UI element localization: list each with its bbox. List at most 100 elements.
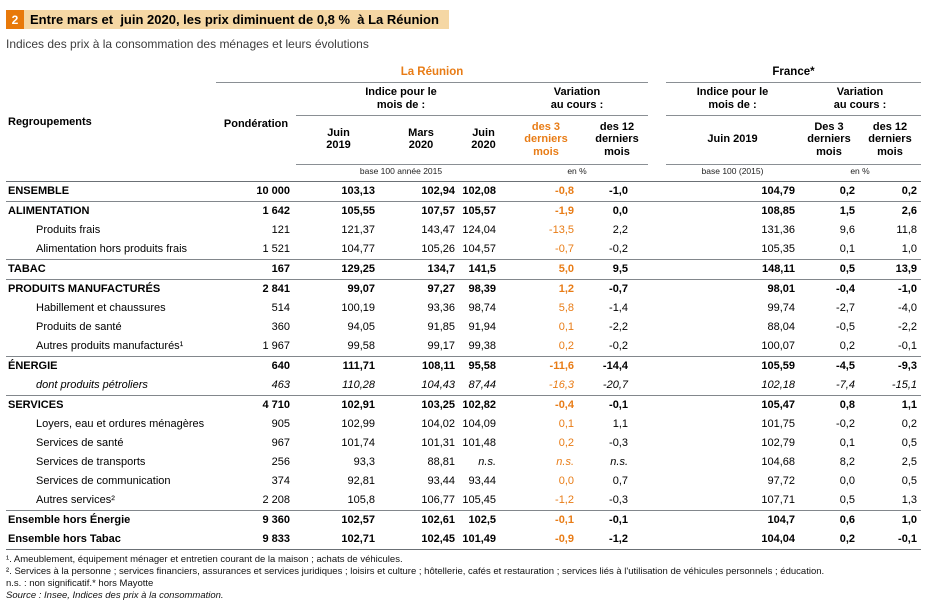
cell-value: 104,04 xyxy=(761,533,795,546)
footnote-1: ¹. Ameublement, équipement ménager et en… xyxy=(6,554,403,566)
cell-value: 105,47 xyxy=(666,395,799,416)
column-gap xyxy=(648,530,666,550)
column-gap xyxy=(648,318,666,337)
cell-value: n.s. xyxy=(478,456,496,469)
cell-value: 102,91 xyxy=(296,395,381,416)
cell-value: 1,0 xyxy=(859,510,921,531)
cell-value: 111,71 xyxy=(296,356,381,377)
cell-value: -14,4 xyxy=(586,356,648,377)
column-gap xyxy=(648,240,666,260)
cell-value: 0,5 xyxy=(799,259,859,280)
table-row: ALIMENTATION 1 642 105,55 107,57 105,57 -1,9 0… xyxy=(6,201,921,222)
cell-value: 0,2 xyxy=(558,340,574,353)
unit-pct-reunion: en % xyxy=(506,164,648,182)
cell-value: 640 xyxy=(216,356,296,377)
column-gap xyxy=(648,376,666,396)
cell-value: 134,7 xyxy=(381,259,461,280)
cell-value: 9 833 xyxy=(262,533,290,546)
cell-value: 92,81 xyxy=(347,475,375,488)
cell-value: 905 xyxy=(271,418,290,431)
column-gap xyxy=(648,491,666,511)
table-row: Services de santé 967 101,74 101,31 101,48 0,… xyxy=(6,434,921,453)
cell-value: -0,2 xyxy=(609,340,628,353)
row-label: TABAC xyxy=(6,259,216,280)
cell-value: 1,0 xyxy=(901,243,917,256)
col-header-ponderation: Pondération xyxy=(223,117,289,130)
cell-value: 1,1 xyxy=(859,395,921,416)
row-label: Services de transports xyxy=(36,456,146,469)
cell-value: 105,59 xyxy=(666,356,799,377)
cell-value: 87,44 xyxy=(468,379,496,392)
column-gap xyxy=(648,472,666,491)
cell-value: 110,28 xyxy=(342,379,375,392)
cell-value: 102,79 xyxy=(761,437,795,450)
cell-value: 1 967 xyxy=(262,340,290,353)
cell-value: 93,44 xyxy=(427,475,455,488)
cell-value: 104,02 xyxy=(421,418,455,431)
column-gap xyxy=(648,279,666,300)
cell-value: 103,25 xyxy=(381,395,461,416)
row-label: dont produits pétroliers xyxy=(36,379,148,392)
table-row: SERVICES 4 710 102,91 103,25 102,82 -0,4 -0,1 1… xyxy=(6,395,921,416)
row-label: Services de santé xyxy=(36,437,124,450)
cell-value: 2 208 xyxy=(262,494,290,507)
cell-value: 95,58 xyxy=(461,356,506,377)
cell-value: 167 xyxy=(216,259,296,280)
row-label: SERVICES xyxy=(6,395,216,416)
cell-value: 0,1 xyxy=(839,243,855,256)
cell-value: 100,07 xyxy=(761,340,795,353)
cell-value: 1 521 xyxy=(262,243,290,256)
cell-value: 102,45 xyxy=(421,533,455,546)
col-header-regroupements: Regroupements xyxy=(8,116,92,129)
cell-value: 129,25 xyxy=(296,259,381,280)
table-row: TABAC 167 129,25 134,7 141,5 5,0 9,5 148,11 0,5 1… xyxy=(6,259,921,280)
footnote-2: ². Services à la personne ; services fin… xyxy=(6,566,825,578)
cell-value: 105,35 xyxy=(761,243,795,256)
cell-value: 0,6 xyxy=(799,510,859,531)
cell-value: 102,71 xyxy=(341,533,375,546)
row-label: ALIMENTATION xyxy=(6,201,216,222)
cell-value: -0,7 xyxy=(555,243,574,256)
column-gap xyxy=(648,395,666,416)
cell-value: 104,77 xyxy=(341,243,375,256)
cell-value: 463 xyxy=(271,379,290,392)
cell-value: 105,26 xyxy=(421,243,455,256)
cell-value: -11,6 xyxy=(506,356,586,377)
cell-value: 0,2 xyxy=(799,181,859,202)
subheader-variation-france: Variation au cours : xyxy=(799,82,921,116)
cell-value: 11,8 xyxy=(896,224,917,237)
cell-value: -1,0 xyxy=(586,181,648,202)
cell-value: -0,2 xyxy=(609,243,628,256)
cell-value: 105,45 xyxy=(462,494,496,507)
column-gap xyxy=(648,337,666,357)
table-row: Ensemble hors Tabac 9 833 102,71 102,45 101,… xyxy=(6,530,921,550)
cell-value: 94,05 xyxy=(347,321,375,334)
table-row: ENSEMBLE 10 000 103,13 102,94 102,08 -0,8 -1,0… xyxy=(6,181,921,202)
cell-value: 98,74 xyxy=(468,302,496,315)
column-header-row: Juin 2019 Mars 2020 Juin 2020 des 3 dern… xyxy=(6,115,921,165)
cell-value: -0,1 xyxy=(898,533,917,546)
cell-value: 0,1 xyxy=(558,418,574,431)
table-header: Regroupements La Réunion France* Pondéra… xyxy=(6,64,921,182)
column-gap xyxy=(648,415,666,434)
column-gap xyxy=(648,434,666,453)
cell-value: 98,01 xyxy=(666,279,799,300)
cell-value: 104,43 xyxy=(421,379,455,392)
footnote-ns: n.s. : non significatif.* hors Mayotte xyxy=(6,577,154,589)
cell-value: 0,5 xyxy=(901,437,917,450)
cell-value: 108,11 xyxy=(381,356,461,377)
figure-title: 2 Entre mars et juin 2020, les prix dimi… xyxy=(6,10,921,29)
cell-value: 0,2 xyxy=(558,437,574,450)
cell-value: 99,17 xyxy=(427,340,455,353)
cell-value: 98,39 xyxy=(461,279,506,300)
unit-pct-france: en % xyxy=(799,164,921,182)
cell-value: 1,5 xyxy=(799,201,859,222)
cell-value: -1,0 xyxy=(859,279,921,300)
cell-value: 360 xyxy=(271,321,290,334)
col-header-juin-2019-france: Juin 2019 xyxy=(707,133,758,146)
cell-value: 104,7 xyxy=(666,510,799,531)
row-label: Produits de santé xyxy=(36,321,122,334)
footnotes: ¹. Ameublement, équipement ménager et en… xyxy=(6,554,921,602)
col-header-var-3-mois-france: Des 3 derniers mois xyxy=(807,120,851,158)
cell-value: 102,18 xyxy=(761,379,795,392)
